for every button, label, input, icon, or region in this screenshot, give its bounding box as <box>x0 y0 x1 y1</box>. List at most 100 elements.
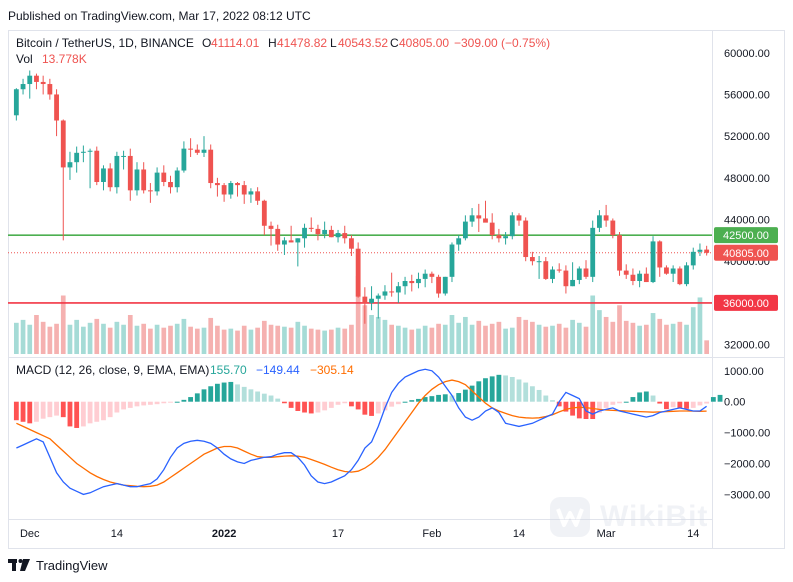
candle-body <box>241 185 247 195</box>
candle-body <box>583 268 589 277</box>
volume-bar <box>208 317 214 354</box>
candle-body <box>141 169 147 191</box>
volume-bar <box>114 321 120 354</box>
volume-bar <box>670 323 676 354</box>
macd-histogram-bar <box>101 401 106 421</box>
ohlc-close-value: 40805.00 <box>399 36 449 50</box>
candle-body <box>489 222 495 236</box>
candle-body <box>395 286 401 293</box>
macd-tick-label: 0.00 <box>724 397 745 409</box>
candle-body <box>248 191 254 195</box>
time-tick-label: Dec <box>20 528 40 540</box>
volume-bar <box>650 313 656 354</box>
volume-bar <box>228 328 234 354</box>
volume-bar <box>335 327 341 354</box>
macd-histogram-bar <box>576 401 582 419</box>
volume-bar <box>456 322 462 354</box>
candle-body <box>503 236 509 239</box>
time-tick-label: 14 <box>687 528 699 540</box>
candle-body <box>34 75 39 82</box>
published-caption: Published on TradingView.com, Mar 17, 20… <box>8 9 311 23</box>
candle-body <box>664 267 669 274</box>
macd-histogram-bar <box>704 401 710 404</box>
macd-histogram-bar <box>261 393 267 402</box>
macd-histogram-bar <box>335 401 341 405</box>
macd-histogram-bar <box>349 401 354 407</box>
time-tick-label: 14 <box>513 528 525 540</box>
price-tick-label: 48000.00 <box>724 173 770 185</box>
ohlc-high-label: H <box>268 36 277 50</box>
time-tick-label: 17 <box>332 528 344 540</box>
volume-bar <box>489 323 495 354</box>
candle-body <box>529 257 535 262</box>
volume-bar <box>282 326 287 354</box>
candle-body <box>623 270 629 275</box>
macd-histogram-bar <box>248 389 254 402</box>
candle-body <box>382 291 388 296</box>
candle-body <box>221 185 227 195</box>
macd-histogram-bar <box>422 397 428 402</box>
macd-histogram-bar <box>27 401 33 424</box>
footer-brand[interactable]: TradingView <box>8 556 108 574</box>
volume-bar <box>355 276 361 354</box>
volume-bar <box>261 320 267 354</box>
candle-body <box>268 225 274 229</box>
volume-bar <box>550 325 555 354</box>
candle-body <box>462 221 468 239</box>
volume-bar <box>442 324 448 354</box>
candle-body <box>322 229 328 235</box>
macd-histogram-bar <box>630 397 636 402</box>
candle-body <box>349 238 354 249</box>
macd-histogram-bar <box>664 401 669 410</box>
macd-histogram-bar <box>275 398 281 402</box>
candle-body <box>54 94 59 121</box>
candle-body <box>134 169 140 191</box>
macd-histogram-bar <box>121 401 126 410</box>
candle-body <box>228 183 234 195</box>
candle-body <box>47 84 53 95</box>
candle-body <box>516 215 522 221</box>
candle-body <box>617 235 622 271</box>
macd-histogram-bar <box>302 401 307 413</box>
volume-bar <box>630 322 636 354</box>
footer-brand-text: TradingView <box>36 557 108 573</box>
volume-bar <box>449 315 455 354</box>
time-tick-label: Mar <box>597 528 616 540</box>
candle-body <box>74 152 80 163</box>
volume-bar <box>20 319 26 354</box>
candle-body <box>429 273 435 277</box>
candle-body <box>282 240 287 245</box>
volume-bar <box>121 324 126 354</box>
candle-body <box>154 172 160 192</box>
candle-body <box>684 265 689 285</box>
volume-bar <box>215 325 220 354</box>
candle-body <box>650 241 656 283</box>
candle-body <box>335 233 341 238</box>
level-price-label: 42500.00 <box>723 230 769 242</box>
macd-histogram-bar <box>228 381 234 402</box>
price-tick-label: 52000.00 <box>724 131 770 143</box>
volume-bar <box>603 316 609 354</box>
volume-bar <box>308 328 314 354</box>
volume-bar <box>148 328 153 354</box>
macd-histogram-bar <box>389 401 395 407</box>
volume-bar <box>275 325 281 354</box>
macd-histogram-bar <box>87 401 93 424</box>
last-price-label: 40805.00 <box>723 248 769 260</box>
macd-histogram-bar <box>516 379 522 402</box>
candle-body <box>147 190 153 192</box>
time-tick-label: 14 <box>111 528 123 540</box>
volume-bar <box>617 305 622 354</box>
macd-histogram-bar <box>684 401 689 409</box>
macd-hist-value: 155.70 <box>210 363 247 377</box>
candle-body <box>556 269 562 271</box>
candle-body <box>469 215 475 222</box>
macd-histogram-bar <box>623 401 629 403</box>
volume-bar <box>188 326 193 354</box>
volume-bar <box>221 329 227 354</box>
volume-bar <box>241 325 247 354</box>
volume-bar <box>496 321 502 354</box>
volume-bar <box>369 315 374 354</box>
macd-histogram-bar <box>282 401 287 404</box>
